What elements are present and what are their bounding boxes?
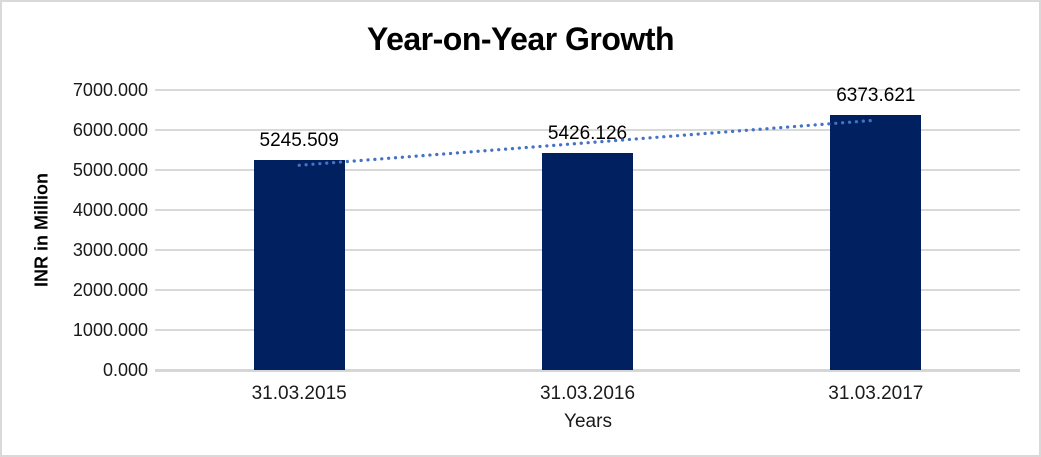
x-tick-label: 31.03.2015: [251, 383, 347, 404]
x-tick-label: 31.03.2017: [828, 383, 924, 404]
y-tick-label: 2000.000: [72, 280, 148, 300]
chart-title: Year-on-Year Growth: [366, 21, 675, 57]
x-axis-line: [155, 369, 1020, 372]
y-tick-label: 6000.000: [72, 120, 148, 140]
gridline: [155, 89, 1020, 91]
x-tick-label: 31.03.2016: [539, 383, 636, 404]
bar[interactable]: [830, 115, 922, 370]
y-tick-label: 0.000: [102, 360, 148, 380]
y-tick-label: 4000.000: [72, 200, 148, 220]
bar-data-label: 5245.509: [259, 130, 339, 152]
y-tick-label: 7000.000: [72, 80, 148, 100]
y-tick-label: 1000.000: [72, 320, 148, 340]
bar-data-label: 5426.126: [547, 122, 628, 144]
y-tick-label: 3000.000: [72, 240, 148, 260]
y-tick-label: 5000.000: [72, 160, 148, 180]
x-axis-title: Years: [564, 411, 612, 432]
bar-data-label: 6373.621: [836, 85, 916, 107]
bar[interactable]: [253, 160, 345, 370]
bar[interactable]: [542, 152, 633, 370]
